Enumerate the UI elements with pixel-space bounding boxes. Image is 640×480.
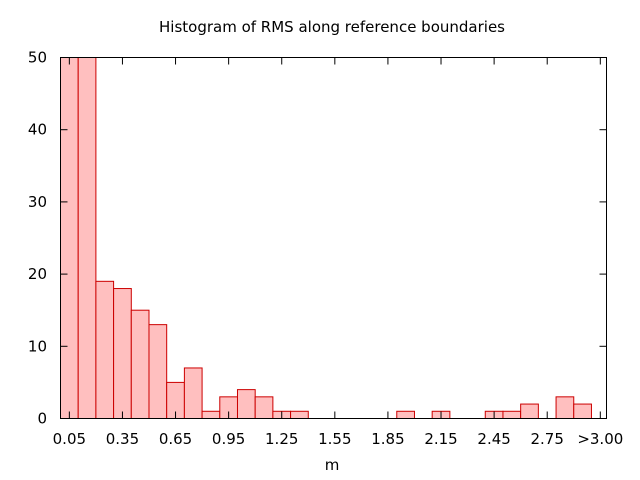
x-tick-label-0: 0.05 — [53, 430, 86, 448]
x-tick-label-8: 2.45 — [477, 430, 510, 448]
y-tick-labels: 0 10 20 30 40 50 — [28, 49, 47, 428]
x-tick-label-5: 1.55 — [318, 430, 351, 448]
histogram-bar-4 — [130, 309, 150, 420]
chart-title: Histogram of RMS along reference boundar… — [159, 18, 505, 36]
histogram-bar-11 — [254, 396, 274, 419]
histogram-bar-3 — [113, 288, 132, 420]
histogram-bar-2 — [95, 280, 115, 419]
plot-frame — [60, 57, 607, 419]
x-tick-label-1: 0.35 — [106, 430, 139, 448]
histogram-bar-0 — [60, 57, 79, 419]
y-tick-label-3: 30 — [28, 193, 47, 211]
histogram-bar-18 — [520, 403, 539, 419]
x-tick-label-4: 1.25 — [265, 430, 298, 448]
x-tick-label-6: 1.85 — [371, 430, 404, 448]
x-tick-label-3: 0.95 — [212, 430, 245, 448]
histogram-bar-19 — [555, 396, 575, 419]
x-tick-label-10: >3.00 — [577, 430, 623, 448]
histogram-bar-14 — [396, 410, 415, 419]
histogram-bar-20 — [573, 403, 592, 419]
histogram-bar-13 — [290, 410, 309, 419]
x-tick-label-9: 2.75 — [531, 430, 564, 448]
histogram-bar-10 — [236, 389, 256, 419]
histogram-bar-5 — [148, 324, 168, 420]
y-tick-label-4: 40 — [28, 121, 47, 139]
x-tick-labels: 0.05 0.35 0.65 0.95 1.25 1.55 1.85 2.15 2.45 2.75… — [53, 430, 624, 448]
histogram-bar-8 — [201, 410, 221, 419]
x-tick-label-2: 0.65 — [159, 430, 192, 448]
histogram-bar-1 — [77, 57, 97, 419]
x-tick-label-7: 2.15 — [424, 430, 457, 448]
y-tick-label-0: 0 — [37, 410, 47, 428]
y-tick-label-2: 20 — [28, 265, 47, 283]
histogram-bar-17 — [502, 410, 522, 419]
histogram-bar-7 — [183, 367, 203, 419]
y-tick-label-5: 50 — [28, 49, 47, 67]
y-tick-label-1: 10 — [28, 337, 47, 355]
bars-group — [60, 57, 592, 420]
x-axis-label: m — [325, 456, 340, 474]
